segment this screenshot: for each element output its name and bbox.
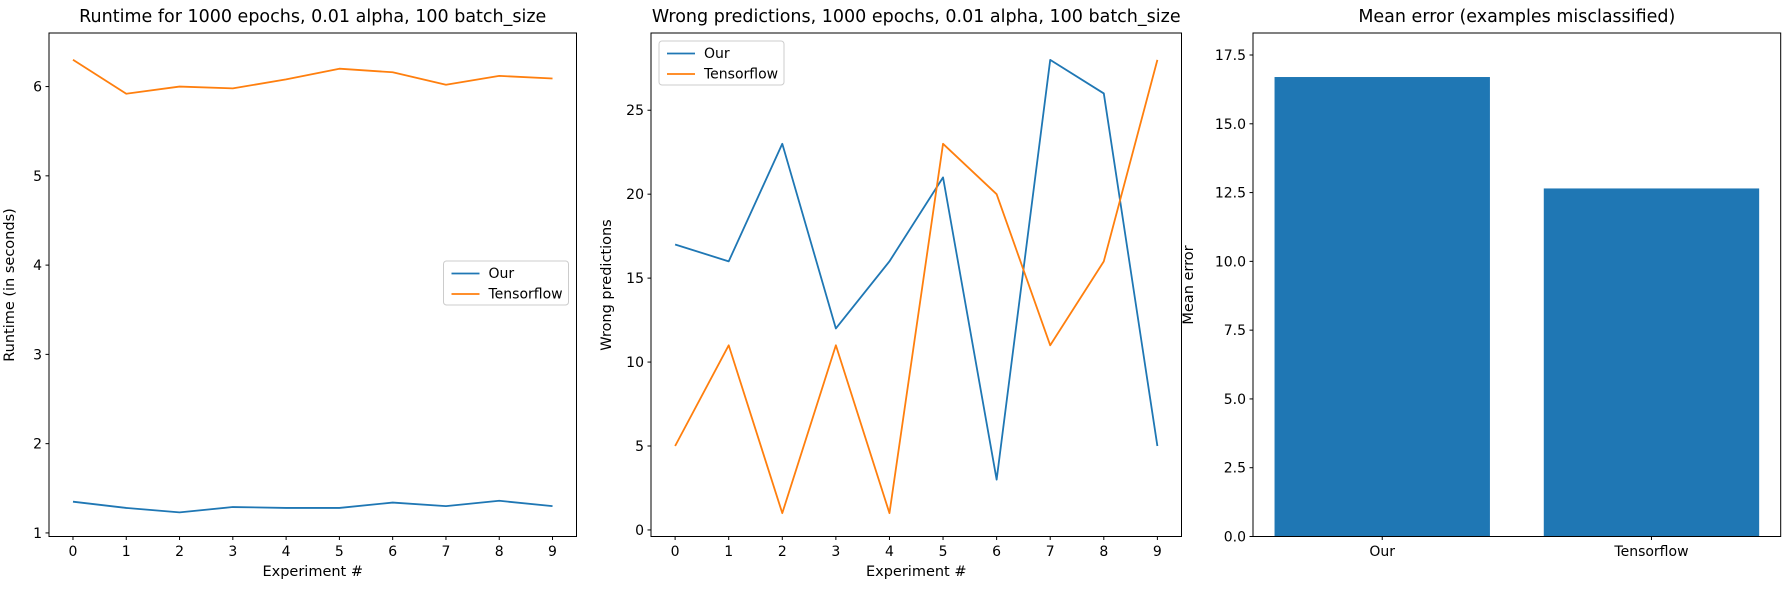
bar-tensorflow — [1543, 188, 1760, 537]
chart-wrong-predictions: Wrong predictions, 1000 epochs, 0.01 alp… — [599, 7, 1182, 580]
x-axis-label: Experiment # — [262, 564, 363, 580]
series-line-our — [674, 58, 1159, 481]
chart-title: Mean error (examples misclassified) — [1358, 7, 1675, 27]
plot-spines — [48, 32, 577, 537]
y-tick-label: 15.0 — [1215, 117, 1246, 133]
y-tick-label: 5.0 — [1224, 392, 1246, 408]
x-tick-label: 7 — [1046, 544, 1055, 560]
y-tick-label: 12.5 — [1215, 186, 1246, 202]
y-tick-label: 5 — [635, 439, 644, 455]
x-tick-label: 6 — [992, 544, 1001, 560]
plot-spines — [1252, 32, 1782, 537]
y-tick-label: 6 — [33, 80, 42, 96]
y-tick-label: 2.5 — [1224, 461, 1246, 477]
y-tick-label: 1 — [33, 526, 42, 542]
legend-label: Our — [704, 46, 730, 62]
y-axis-label: Mean error — [1181, 245, 1197, 324]
y-tick-label: 20 — [626, 187, 644, 203]
y-tick-label: 10 — [626, 355, 644, 371]
y-tick-label: 17.5 — [1215, 48, 1246, 64]
y-tick-label: 4 — [33, 258, 42, 274]
plot-area: 0 1 2 3 4 5 6 7 8 9 1 2 3 4 5 6 Our Tensorflow — [33, 32, 577, 560]
x-tick-label: 6 — [388, 544, 397, 560]
x-tick-label: 4 — [282, 544, 291, 560]
x-tick-label: 1 — [724, 544, 733, 560]
y-tick-label: 5 — [33, 169, 42, 185]
x-tick-label: 0 — [671, 544, 680, 560]
plot-spines — [650, 32, 1182, 537]
y-tick-label: 25 — [626, 103, 644, 119]
bar-our — [1274, 77, 1490, 537]
x-tick-label: Tensorflow — [1613, 544, 1688, 560]
y-tick-label: 2 — [33, 437, 42, 453]
y-axis-label: Runtime (in seconds) — [2, 208, 18, 362]
x-tick-label: 4 — [885, 544, 894, 560]
legend-label: Tensorflow — [703, 67, 778, 83]
x-tick-label: 9 — [1153, 544, 1162, 560]
x-axis-label: Experiment # — [866, 564, 967, 580]
chart-title: Wrong predictions, 1000 epochs, 0.01 alp… — [652, 7, 1181, 27]
x-tick-label: 3 — [228, 544, 237, 560]
x-tick-label: 9 — [548, 544, 557, 560]
legend-label: Our — [489, 266, 515, 282]
chart-runtime: Runtime for 1000 epochs, 0.01 alpha, 100… — [2, 7, 577, 580]
plot-area: 0 1 2 3 4 5 6 7 8 9 0 5 10 15 20 25 Our Tensorflow — [626, 32, 1182, 560]
x-tick-label: 7 — [441, 544, 450, 560]
y-tick-label: 7.5 — [1224, 323, 1246, 339]
x-tick-label: Our — [1369, 544, 1395, 560]
series-line-our — [72, 499, 553, 514]
series-line-tensorflow — [72, 59, 553, 95]
x-tick-label: 0 — [69, 544, 78, 560]
y-axis-label: Wrong predictions — [599, 219, 615, 351]
x-tick-label: 5 — [939, 544, 948, 560]
x-tick-label: 1 — [122, 544, 131, 560]
x-tick-label: 8 — [495, 544, 504, 560]
chart-title: Runtime for 1000 epochs, 0.01 alpha, 100… — [79, 7, 546, 27]
legend-label: Tensorflow — [488, 287, 563, 303]
x-tick-label: 5 — [335, 544, 344, 560]
series-line-tensorflow — [674, 59, 1159, 515]
chart-mean-error: Mean error (examples misclassified) Mean… — [1181, 7, 1782, 560]
x-tick-label: 8 — [1099, 544, 1108, 560]
y-tick-label: 0 — [635, 523, 644, 539]
y-tick-label: 15 — [626, 271, 644, 287]
y-tick-label: 3 — [33, 347, 42, 363]
y-tick-label: 0.0 — [1224, 530, 1246, 546]
plot-area: Our Tensorflow 0.0 2.5 5.0 7.5 10.0 12.5 15.0 17.… — [1215, 32, 1782, 560]
x-tick-label: 2 — [778, 544, 787, 560]
x-tick-label: 2 — [175, 544, 184, 560]
y-tick-label: 10.0 — [1215, 254, 1246, 270]
x-tick-label: 3 — [831, 544, 840, 560]
